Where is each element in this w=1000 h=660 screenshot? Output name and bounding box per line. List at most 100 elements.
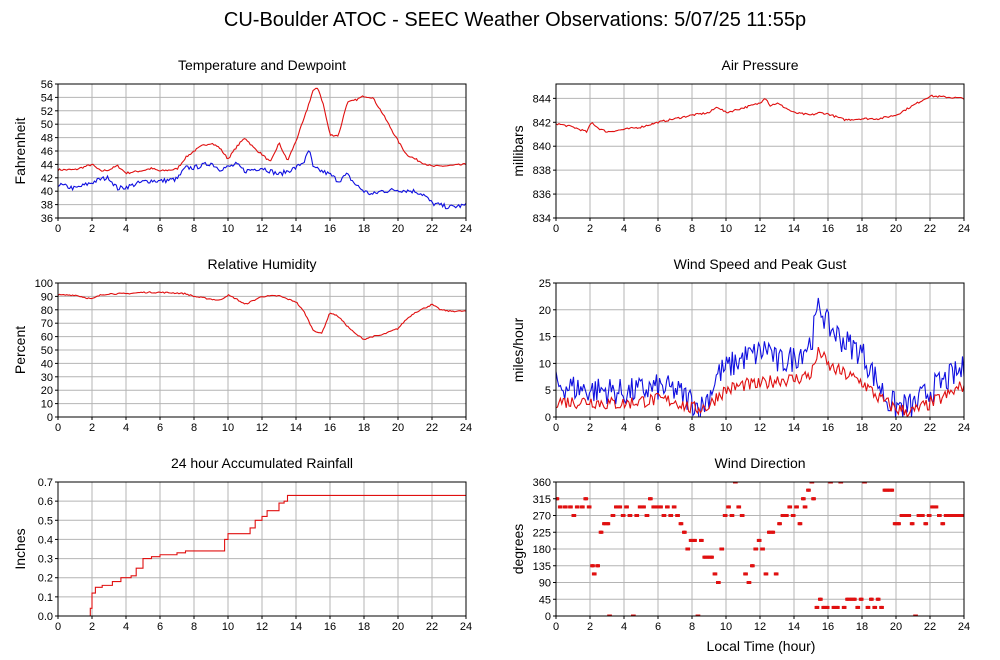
x-tick-label: 8: [191, 621, 197, 633]
x-tick-label: 0: [553, 422, 559, 434]
direction-point: [588, 505, 592, 509]
direction-point: [802, 497, 806, 501]
direction-point: [945, 514, 949, 517]
grid-rain: [57, 481, 467, 617]
direction-point: [683, 530, 687, 534]
direction-point: [741, 514, 745, 517]
x-tick-label: 18: [856, 223, 868, 235]
x-tick-label: 8: [689, 422, 695, 434]
direction-point: [948, 514, 952, 517]
y-tick-label: 70: [41, 318, 53, 330]
y-tick-label: 48: [41, 133, 53, 145]
direction-point: [738, 505, 742, 509]
x-tick-label: 20: [392, 621, 404, 633]
direction-point: [603, 522, 607, 526]
x-tick-label: 4: [123, 223, 129, 235]
direction-point: [751, 564, 755, 568]
y-tick-label: 52: [41, 106, 53, 118]
direction-point: [874, 605, 878, 609]
y-tick-label: 225: [533, 527, 551, 539]
y-tick-label: 0.5: [38, 515, 53, 527]
direction-point: [857, 605, 861, 609]
x-tick-label: 14: [788, 621, 800, 633]
direction-point: [894, 522, 898, 526]
direction-point: [673, 505, 677, 509]
x-tick-label: 8: [689, 621, 695, 633]
x-axis-label-local-time: Local Time (hour): [707, 638, 816, 654]
x-tick-label: 22: [426, 621, 438, 633]
x-tick-label: 20: [392, 223, 404, 235]
y-tick-label: 840: [533, 141, 551, 153]
direction-point: [778, 522, 782, 526]
x-tick-label: 20: [890, 223, 902, 235]
x-tick-label: 10: [720, 223, 732, 235]
y-tick-label: 838: [533, 165, 551, 177]
plot-frame-temp: [57, 83, 467, 219]
direction-point: [656, 505, 660, 509]
direction-point: [593, 572, 597, 576]
y-tick-label: 135: [533, 561, 551, 573]
direction-point: [804, 505, 808, 509]
series-temp-1: [58, 150, 466, 210]
x-tick-label: 14: [290, 422, 302, 434]
direction-point: [615, 505, 619, 509]
y-tick-label: 5: [545, 385, 551, 397]
direction-point: [622, 514, 626, 517]
x-tick-label: 2: [89, 422, 95, 434]
x-tick-label: 0: [55, 422, 61, 434]
x-tick-label: 18: [358, 621, 370, 633]
direction-point: [952, 514, 956, 517]
x-tick-label: 8: [689, 223, 695, 235]
direction-point: [731, 514, 735, 517]
direction-point: [959, 514, 963, 517]
y-tick-label: 0: [545, 611, 551, 623]
direction-point: [891, 488, 895, 492]
series-line: [58, 87, 466, 175]
x-tick-label: 16: [822, 223, 834, 235]
x-tick-label: 24: [460, 621, 472, 633]
y-tick-label: 360: [533, 477, 551, 489]
x-tick-label: 6: [157, 422, 163, 434]
y-tick-label: 315: [533, 494, 551, 506]
direction-point: [581, 505, 585, 509]
direction-point: [846, 597, 850, 601]
y-tick-label: 0.4: [38, 534, 53, 546]
y-tick-label: 90: [41, 291, 53, 303]
direction-point: [714, 572, 718, 576]
plot-frame-wind: [555, 282, 965, 418]
y-tick-label: 36: [41, 213, 53, 225]
x-tick-label: 12: [256, 621, 268, 633]
direction-point: [748, 581, 752, 584]
x-tick-label: 24: [958, 422, 970, 434]
x-tick-label: 4: [123, 621, 129, 633]
direction-point: [619, 505, 623, 509]
x-tick-label: 4: [621, 621, 627, 633]
direction-point: [843, 605, 847, 609]
direction-point: [795, 505, 799, 509]
y-tick-label: 0.2: [38, 573, 53, 585]
x-tick-label: 0: [553, 621, 559, 633]
x-tick-label: 24: [460, 223, 472, 235]
series-dir-0: [556, 482, 964, 616]
y-tick-label: 50: [41, 345, 53, 357]
x-tick-label: 14: [788, 223, 800, 235]
direction-point: [799, 522, 803, 526]
direction-point: [721, 547, 725, 551]
direction-point: [585, 497, 589, 501]
direction-point: [693, 538, 697, 542]
x-tick-label: 0: [55, 223, 61, 235]
plot-frame-press: [555, 83, 965, 219]
direction-point: [761, 547, 765, 551]
panel-title-rain: 24 hour Accumulated Rainfall: [171, 455, 353, 471]
x-tick-label: 22: [924, 621, 936, 633]
direction-point: [690, 538, 694, 542]
direction-point: [765, 572, 769, 576]
direction-point: [576, 505, 580, 509]
x-tick-label: 24: [958, 621, 970, 633]
direction-point: [642, 505, 646, 509]
direction-point: [807, 488, 811, 492]
direction-point: [853, 597, 857, 601]
y-axis-label-dir: degrees: [510, 524, 526, 575]
direction-point: [887, 488, 891, 492]
x-tick-label: 6: [157, 223, 163, 235]
